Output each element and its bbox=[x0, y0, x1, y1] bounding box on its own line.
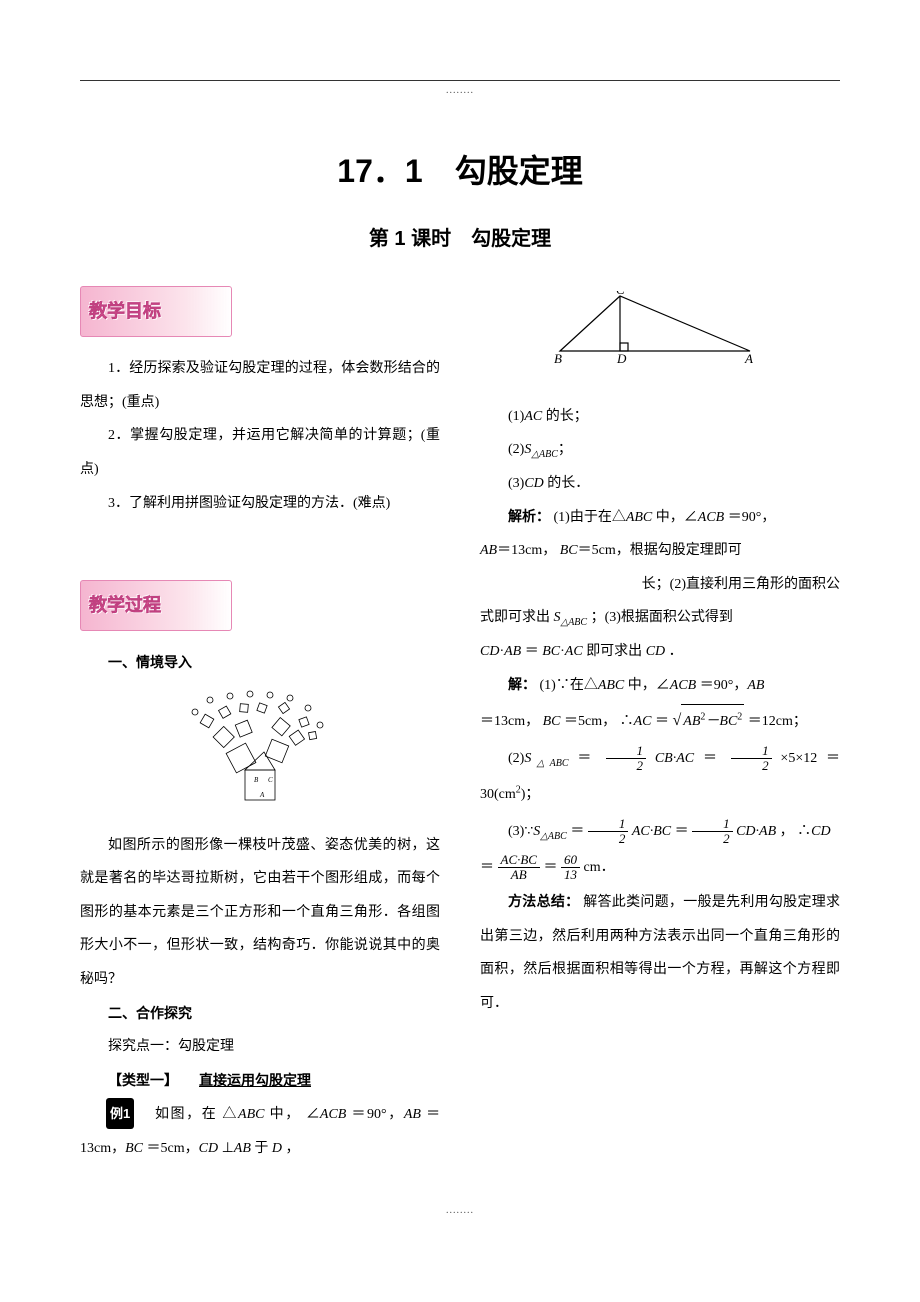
solve-line-3: (2)S△ABC ＝ 12 CB·AC ＝ 12 ×5×12 ＝ 30(cm2)… bbox=[480, 741, 840, 814]
ex-text-g: 于 bbox=[254, 1141, 272, 1156]
analysis-line-2: AB＝13cm， BC＝5cm，根据勾股定理即可 bbox=[480, 534, 840, 568]
analysis-line-3: 长；(2)直接利用三角形的面积公 bbox=[480, 568, 840, 602]
method-summary: 方法总结： 解答此类问题，一般是先利用勾股定理求出第三边，然后利用两种方法表示出… bbox=[480, 886, 840, 1020]
method-text: 解答此类问题，一般是先利用勾股定理求出第三边，然后利用两种方法表示出同一个直角三… bbox=[480, 895, 840, 1011]
var-ab: AB bbox=[404, 1107, 421, 1122]
ex-text-a: 如图，在 △ bbox=[139, 1107, 238, 1122]
main-title: 17．1 勾股定理 bbox=[80, 146, 840, 192]
svg-text:B: B bbox=[254, 776, 259, 784]
content-columns: 教学目标 1．经历探索及验证勾股定理的过程，体会数形结合的思想；(重点) 2．掌… bbox=[80, 286, 840, 1165]
objective-1: 1．经历探索及验证勾股定理的过程，体会数形结合的思想；(重点) bbox=[80, 352, 440, 419]
objectives-banner: 教学目标 bbox=[80, 286, 232, 337]
question-2: (2)S△ABC； bbox=[480, 433, 840, 467]
solve-line-4: (3)∵S△ABC ＝ 12 AC·BC ＝ 12 CD·AB ， ∴CD bbox=[480, 814, 840, 850]
triangle-figure: B D A C bbox=[480, 291, 840, 385]
analysis-line-1: 解析： (1)由于在△ABC 中，∠ACB ＝90°， bbox=[480, 501, 840, 535]
question-1: (1)AC 的长； bbox=[480, 400, 840, 434]
header-rule bbox=[80, 80, 840, 81]
sqrt-expression: √AB2－BC2 bbox=[673, 702, 745, 740]
question-3: (3)CD 的长． bbox=[480, 467, 840, 501]
type-1-heading: 【类型一】 直接运用勾股定理 bbox=[80, 1064, 440, 1099]
vertex-a: A bbox=[744, 351, 753, 366]
type-label: 【类型一】 bbox=[108, 1072, 178, 1088]
ex-text-f: ⊥ bbox=[222, 1141, 234, 1156]
objective-3: 3．了解利用拼图验证勾股定理的方法．(难点) bbox=[80, 487, 440, 521]
right-column: B D A C (1)AC 的长； (2)S△ABC； (3)CD 的长． 解析… bbox=[480, 286, 840, 1165]
ex-text-e: ＝5cm， bbox=[147, 1141, 199, 1156]
method-label: 方法总结： bbox=[508, 895, 579, 910]
solve-line-5: ＝ AC·BCAB ＝ 6013 cm． bbox=[480, 850, 840, 886]
svg-text:A: A bbox=[259, 791, 265, 799]
vertex-d: D bbox=[616, 351, 627, 366]
analysis-line-5: CD·AB ＝ BC·AC 即可求出 CD ． bbox=[480, 635, 840, 669]
vertex-c: C bbox=[616, 291, 625, 297]
footer-dots: ........ bbox=[80, 1205, 840, 1216]
var-acb: ACB bbox=[320, 1107, 346, 1122]
vertex-b: B bbox=[554, 351, 562, 366]
ex-text-b: 中， ∠ bbox=[270, 1107, 320, 1122]
solve-label: 解： bbox=[508, 678, 536, 693]
solve-line-2: ＝13cm， BC ＝5cm， ∴AC ＝ √AB2－BC2 ＝12cm； bbox=[480, 702, 840, 740]
process-banner: 教学过程 bbox=[80, 580, 232, 631]
var-d: D bbox=[272, 1141, 282, 1156]
ex-text-h: ， bbox=[286, 1141, 300, 1156]
var-abc: ABC bbox=[238, 1107, 264, 1122]
section1-heading: 一、情境导入 bbox=[80, 646, 440, 680]
header-dots: ........ bbox=[80, 85, 840, 96]
svg-text:C: C bbox=[268, 776, 273, 784]
topic-1: 探究点一：勾股定理 bbox=[80, 1030, 440, 1064]
type-name: 直接运用勾股定理 bbox=[199, 1072, 311, 1088]
ex-text-c: ＝90°， bbox=[351, 1107, 403, 1122]
example-1-label: 例1 bbox=[106, 1098, 134, 1129]
pythagoras-tree-figure: B C A bbox=[80, 690, 440, 819]
var-bc: BC bbox=[125, 1141, 143, 1156]
section2-heading: 二、合作探究 bbox=[80, 997, 440, 1031]
var-ab2: AB bbox=[234, 1141, 251, 1156]
var-cd: CD bbox=[199, 1141, 218, 1156]
example-1-intro: 例1 如图，在 △ABC 中， ∠ACB ＝90°，AB ＝13cm，BC ＝5… bbox=[80, 1098, 440, 1165]
objective-2: 2．掌握勾股定理，并运用它解决简单的计算题；(重点) bbox=[80, 419, 440, 486]
solve-line-1: 解： (1)∵在△ABC 中，∠ACB ＝90°，AB bbox=[480, 669, 840, 703]
sub-title: 第 1 课时 勾股定理 bbox=[80, 222, 840, 251]
section1-para: 如图所示的图形像一棵枝叶茂盛、姿态优美的树，这就是著名的毕达哥拉斯树，它由若干个… bbox=[80, 829, 440, 997]
analysis-label: 解析： bbox=[508, 510, 550, 525]
analysis-line-4: 式即可求出 S△ABC ；(3)根据面积公式得到 bbox=[480, 601, 840, 635]
left-column: 教学目标 1．经历探索及验证勾股定理的过程，体会数形结合的思想；(重点) 2．掌… bbox=[80, 286, 440, 1165]
